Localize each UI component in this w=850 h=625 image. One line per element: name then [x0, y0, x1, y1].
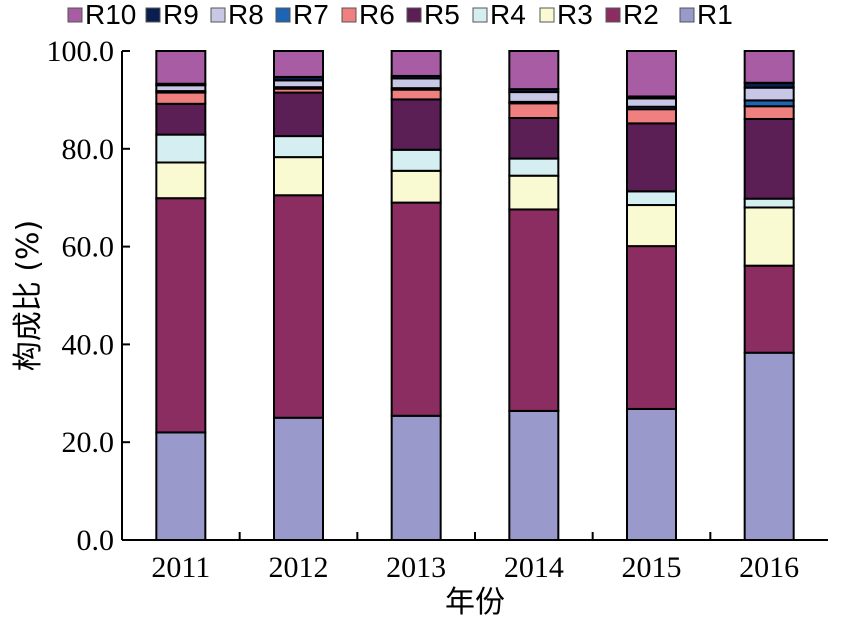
- bar-segment-r8-2015: [626, 97, 677, 108]
- bar-segment-r10-2011: [155, 50, 207, 85]
- x-tick-label: 2013: [386, 551, 446, 584]
- bar-segment-r1-2012: [273, 416, 324, 541]
- bar-segment-r4-2014: [508, 157, 560, 177]
- bar-segment-r4-2012: [273, 135, 324, 159]
- legend: R10 R9 R8 R7 R6 R5 R4 R3 R2 R1: [67, 0, 733, 30]
- x-tick-label: 2012: [269, 551, 329, 584]
- bar-segment-r8-2016: [743, 86, 795, 102]
- legend-label-r1: R1: [697, 0, 733, 30]
- y-tick-label: 100.0: [47, 35, 115, 68]
- bar-segment-r2-2016: [743, 264, 795, 354]
- legend-label-r2: R2: [623, 0, 659, 30]
- y-axis-title: 构成比 (%): [11, 220, 46, 371]
- bar-segment-r2-2011: [155, 197, 207, 434]
- bar-segment-r1-2016: [743, 351, 795, 542]
- x-axis-title: 年份: [445, 585, 505, 620]
- bar-segment-r5-2015: [626, 122, 677, 193]
- legend-swatch-r1: [679, 7, 695, 23]
- legend-label-r6: R6: [359, 0, 395, 30]
- bar-segment-r10-2012: [273, 50, 324, 78]
- legend-swatch-r5: [406, 7, 422, 23]
- bar-segment-r4-2016: [743, 197, 795, 209]
- bar-segment-r2-2015: [626, 245, 677, 410]
- bar-segment-r5-2011: [155, 102, 207, 136]
- x-ticks: 2011 2012 2013 2014 2015 2016: [151, 532, 799, 584]
- bar-segment-r4-2011: [155, 133, 207, 164]
- bar-segment-r3-2013: [390, 169, 442, 204]
- bars: [155, 50, 795, 542]
- bar-segment-r3-2016: [743, 206, 795, 267]
- y-tick-label: 80.0: [62, 133, 115, 166]
- bar-segment-r5-2014: [508, 116, 560, 160]
- bar-segment-r6-2016: [743, 105, 795, 120]
- bar-segment-r5-2016: [743, 117, 795, 200]
- y-tick-label: 40.0: [62, 328, 115, 361]
- y-ticks: 0.0 20.0 40.0 60.0 80.0 100.0: [47, 35, 130, 557]
- bar-segment-r1-2011: [155, 431, 207, 542]
- legend-swatch-r6: [341, 7, 357, 23]
- legend-label-r9: R9: [163, 0, 199, 30]
- x-tick-label: 2015: [622, 551, 682, 584]
- legend-label-r10: R10: [85, 0, 136, 30]
- bar-segment-r3-2011: [155, 161, 207, 200]
- bar-segment-r10-2013: [390, 50, 442, 77]
- x-tick-label: 2016: [739, 551, 799, 584]
- bar-segment-r3-2014: [508, 174, 560, 211]
- x-tick-label: 2014: [504, 551, 564, 584]
- y-tick-label: 20.0: [62, 426, 115, 459]
- bar-segment-r1-2015: [626, 407, 677, 541]
- bar-segment-r3-2015: [626, 204, 677, 248]
- bar-segment-r10-2014: [508, 50, 560, 91]
- legend-swatch-r7: [275, 7, 291, 23]
- bar-segment-r6-2011: [155, 91, 207, 105]
- bar-segment-r10-2016: [743, 50, 795, 84]
- legend-swatch-r10: [67, 7, 83, 23]
- y-tick-label: 0.0: [77, 524, 115, 557]
- legend-swatch-r9: [145, 7, 161, 23]
- bar-segment-r5-2012: [273, 91, 324, 138]
- bar-segment-r8-2012: [273, 79, 324, 89]
- legend-swatch-r2: [605, 7, 621, 23]
- legend-label-r7: R7: [293, 0, 329, 30]
- bar-segment-r4-2013: [390, 148, 442, 172]
- bar-segment-r8-2014: [508, 91, 560, 103]
- y-tick-label: 60.0: [62, 231, 115, 264]
- bar-segment-r6-2013: [390, 88, 442, 101]
- bar-segment-r1-2013: [390, 414, 442, 542]
- bar-segment-r2-2014: [508, 208, 560, 412]
- legend-swatch-r4: [472, 7, 488, 23]
- x-tick-label: 2011: [151, 551, 210, 584]
- bar-segment-r6-2014: [508, 102, 560, 119]
- bar-segment-r10-2015: [626, 50, 677, 98]
- legend-label-r5: R5: [424, 0, 460, 30]
- bar-segment-r1-2014: [508, 409, 560, 541]
- bar-segment-r5-2013: [390, 98, 442, 151]
- bar-segment-r3-2012: [273, 156, 324, 197]
- bar-segment-r2-2013: [390, 201, 442, 417]
- bar-segment-r6-2015: [626, 108, 677, 125]
- bar-segment-r2-2012: [273, 194, 324, 419]
- legend-label-r8: R8: [228, 0, 264, 30]
- legend-label-r3: R3: [557, 0, 593, 30]
- legend-swatch-r3: [539, 7, 555, 23]
- axes: [121, 51, 828, 541]
- legend-swatch-r8: [210, 7, 226, 23]
- legend-label-r4: R4: [490, 0, 526, 30]
- bar-segment-r8-2013: [390, 77, 442, 90]
- bar-segment-r4-2015: [626, 190, 677, 207]
